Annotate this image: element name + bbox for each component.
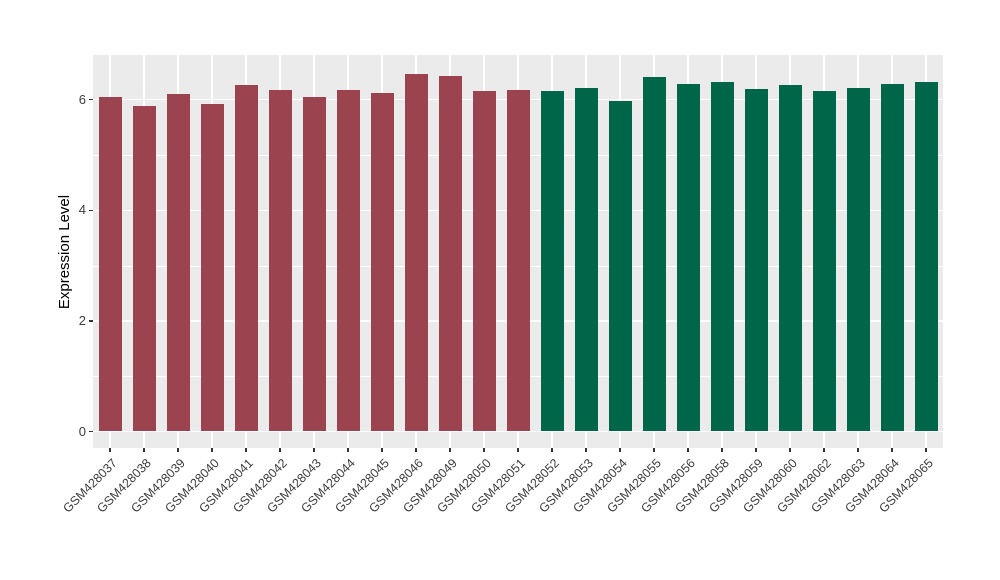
x-tick-mark-GSM428059: [755, 448, 757, 452]
x-tick-mark-GSM428042: [279, 448, 281, 452]
bar-GSM428064: [880, 84, 904, 432]
x-tick-mark-GSM428041: [245, 448, 247, 452]
plot-panel: [93, 55, 943, 448]
y-tick-label-0: 0: [78, 423, 86, 439]
y-axis-title: Expression Level: [56, 194, 73, 310]
bar-GSM428046: [404, 74, 428, 432]
x-tick-mark-GSM428055: [653, 448, 655, 452]
y-tick-mark-2: [89, 320, 93, 322]
x-tick-mark-GSM428052: [551, 448, 553, 452]
x-tick-mark-GSM428064: [891, 448, 893, 452]
x-tick-mark-GSM428043: [313, 448, 315, 452]
bar-GSM428044: [336, 90, 360, 432]
x-tick-mark-GSM428058: [721, 448, 723, 452]
bar-GSM428056: [676, 83, 700, 432]
bar-GSM428050: [472, 91, 496, 432]
y-tick-label-4: 4: [78, 202, 86, 218]
x-tick-mark-GSM428044: [347, 448, 349, 452]
bar-GSM428038: [132, 106, 156, 432]
bar-GSM428053: [574, 88, 598, 432]
x-tick-mark-GSM428062: [823, 448, 825, 452]
bar-GSM428037: [98, 97, 122, 432]
x-tick-mark-GSM428051: [517, 448, 519, 452]
x-tick-mark-GSM428054: [619, 448, 621, 452]
bar-GSM428065: [914, 82, 938, 432]
bar-GSM428054: [608, 101, 632, 432]
x-tick-mark-GSM428050: [483, 448, 485, 452]
bar-GSM428063: [846, 88, 870, 432]
x-tick-mark-GSM428045: [381, 448, 383, 452]
bar-GSM428040: [200, 103, 224, 432]
x-tick-mark-GSM428053: [585, 448, 587, 452]
bar-GSM428045: [370, 92, 394, 432]
y-tick-mark-6: [89, 98, 93, 101]
x-tick-mark-GSM428038: [143, 448, 145, 452]
bar-GSM428059: [744, 88, 768, 432]
bar-GSM428058: [710, 82, 734, 432]
x-tick-mark-GSM428039: [177, 448, 179, 452]
bar-GSM428042: [268, 90, 292, 432]
x-tick-mark-GSM428049: [449, 448, 451, 452]
bar-GSM428049: [438, 76, 462, 432]
y-tick-label-6: 6: [78, 91, 86, 107]
bar-GSM428041: [234, 85, 258, 432]
bar-GSM428060: [778, 84, 802, 432]
y-tick-mark-4: [89, 209, 93, 212]
x-tick-mark-GSM428040: [211, 448, 213, 452]
x-tick-mark-GSM428065: [925, 448, 927, 452]
bar-GSM428039: [166, 94, 190, 432]
x-tick-mark-GSM428063: [857, 448, 859, 452]
x-tick-mark-GSM428056: [687, 448, 689, 452]
bar-GSM428043: [302, 96, 326, 432]
y-tick-label-2: 2: [78, 312, 86, 328]
x-tick-mark-GSM428060: [789, 448, 791, 452]
x-tick-mark-GSM428046: [415, 448, 417, 452]
bar-GSM428052: [540, 91, 564, 432]
bar-GSM428055: [642, 77, 666, 432]
bar-GSM428062: [812, 91, 836, 432]
x-tick-mark-GSM428037: [109, 448, 111, 452]
bar-GSM428051: [506, 90, 530, 432]
y-tick-mark-0: [89, 430, 93, 433]
